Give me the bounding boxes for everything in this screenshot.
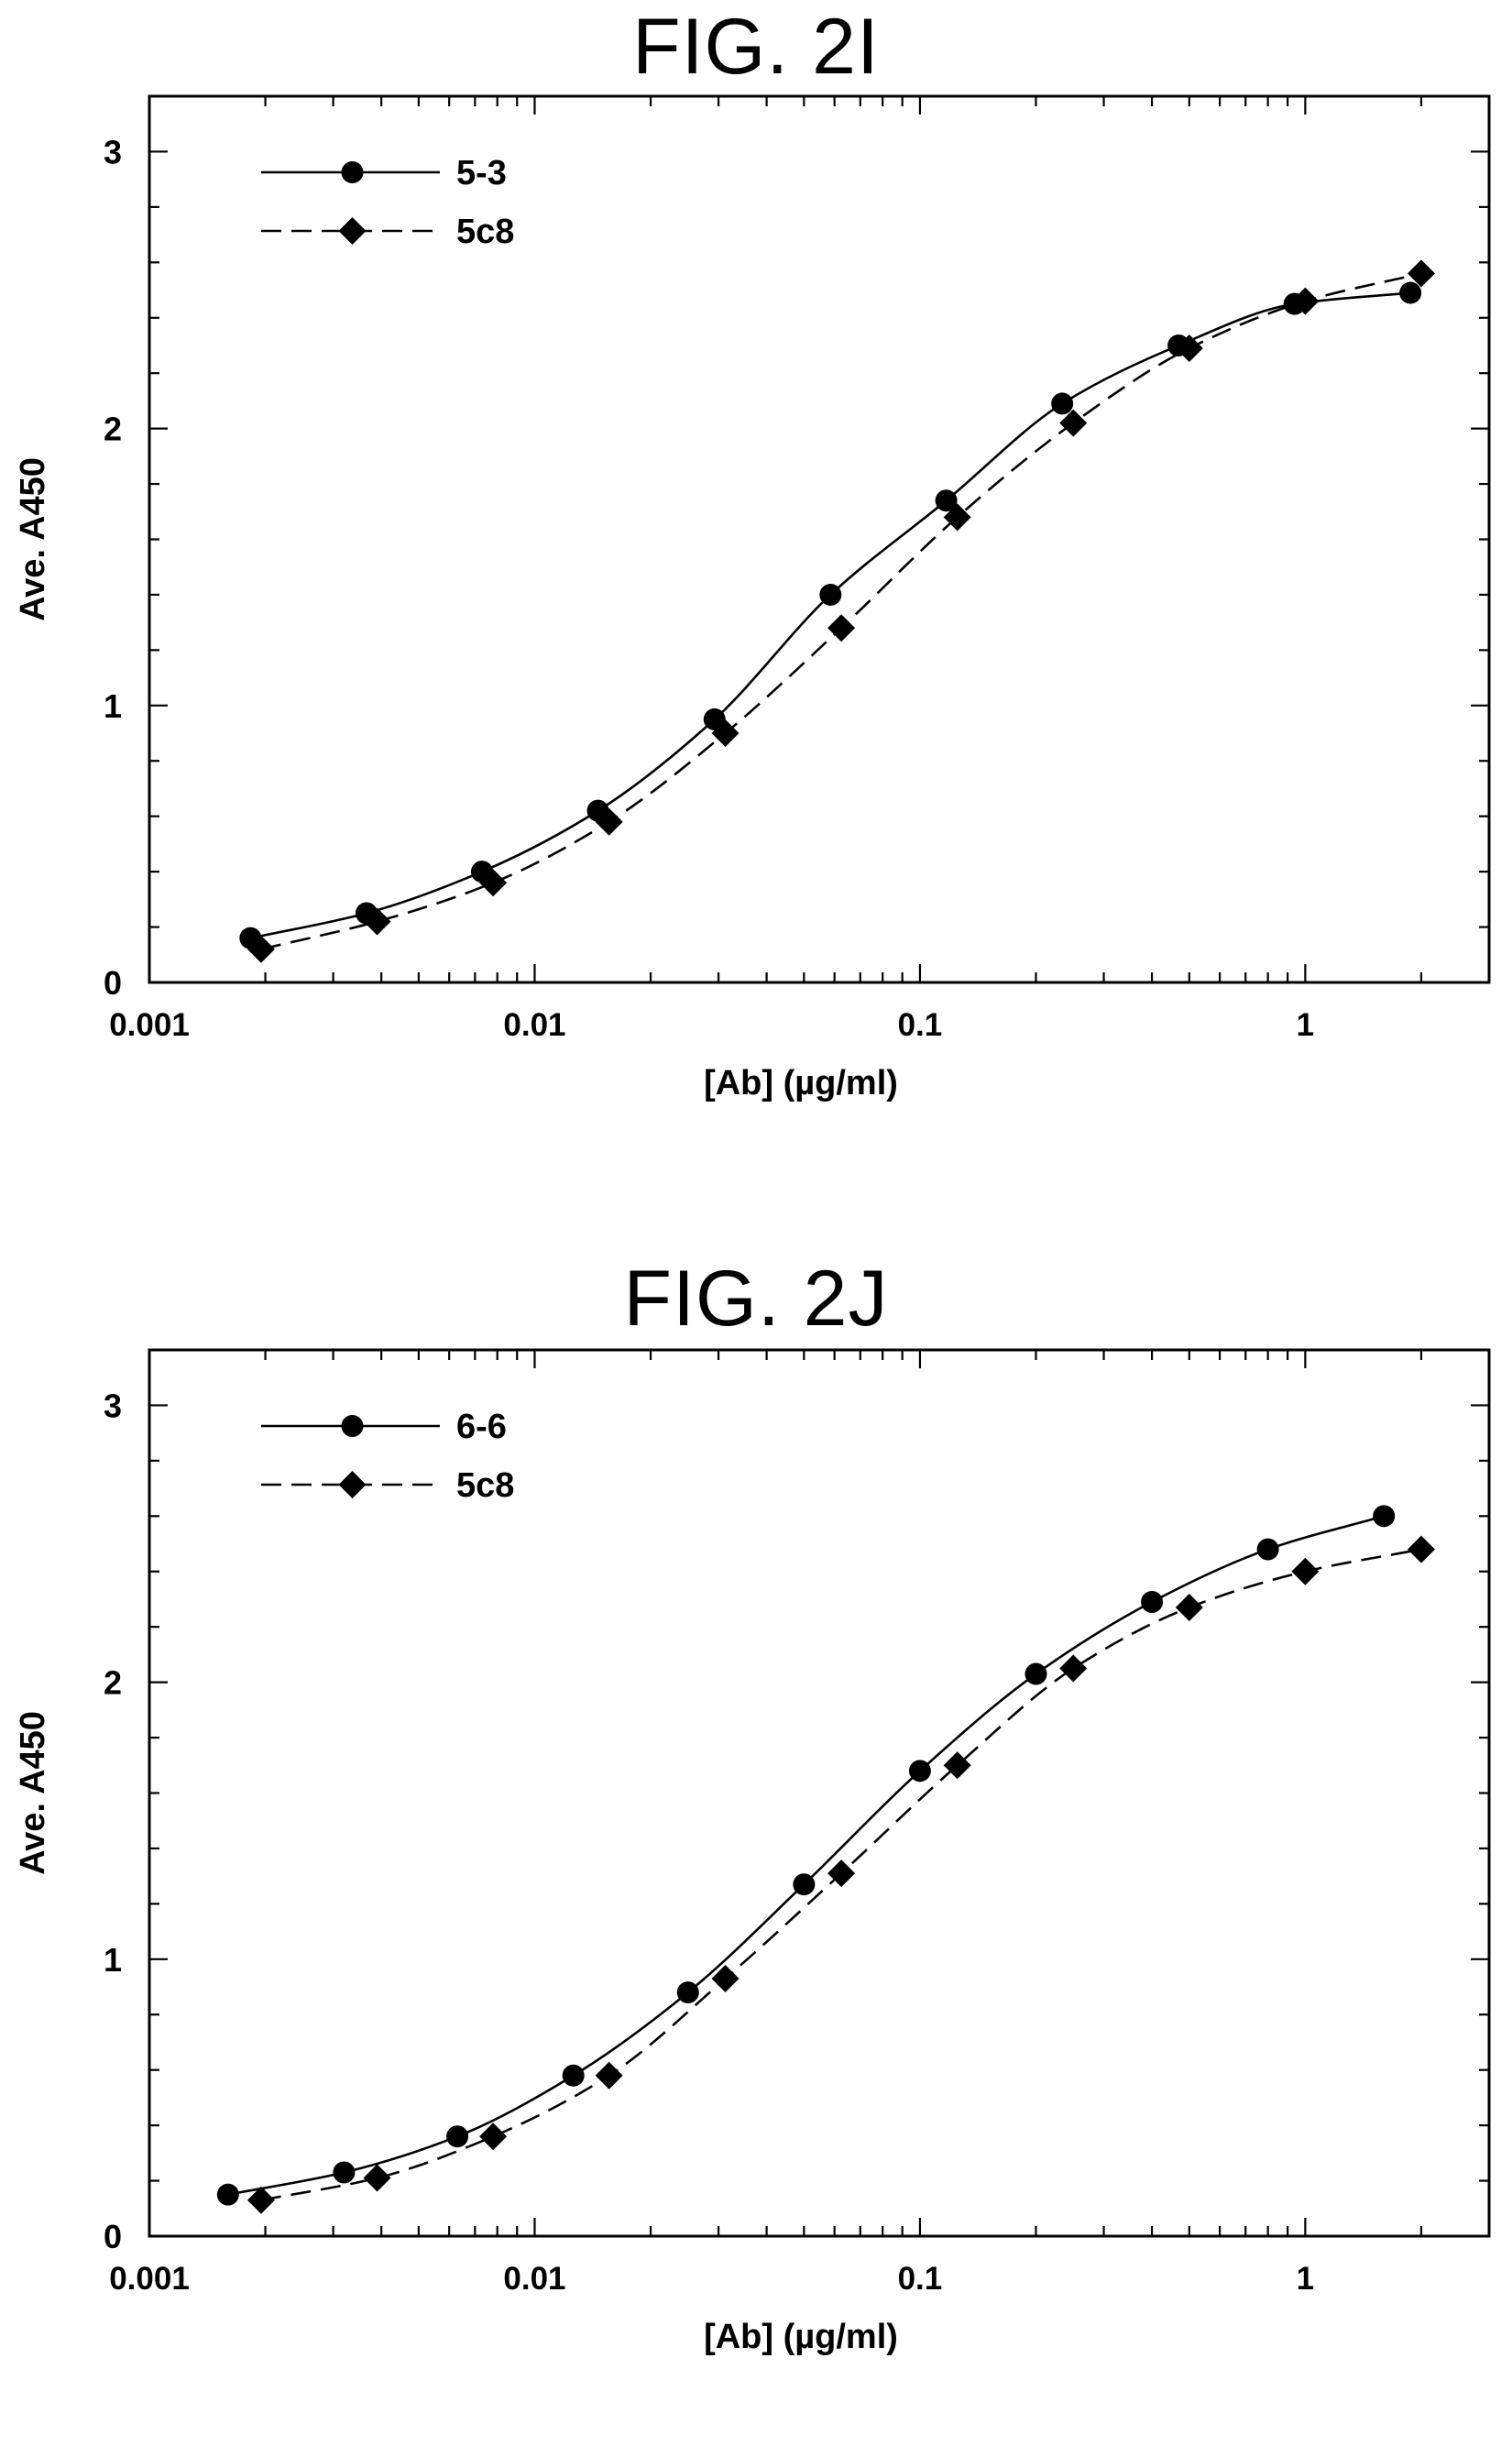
circle-marker xyxy=(1399,281,1422,304)
y-tick-label: 3 xyxy=(104,133,122,170)
legend-label: 6-6 xyxy=(456,1408,507,1446)
diamond-marker xyxy=(363,2164,391,2192)
x-axis-label: [Ab] (µg/ml) xyxy=(704,2318,898,2356)
circle-marker xyxy=(793,1873,816,1896)
chart-2i: 0.001 0.01 0.1 1 0 1 2 3 [Ab] (µg/ml) Ave. A450 5-… xyxy=(14,94,1491,1102)
diamond-marker xyxy=(827,1859,856,1888)
diamond-marker xyxy=(1291,287,1320,315)
circle-marker xyxy=(1024,1662,1047,1685)
diamond-marker xyxy=(943,503,971,532)
series-line-1 xyxy=(260,272,1422,951)
circle-marker xyxy=(333,2161,356,2184)
diamond-marker xyxy=(1175,334,1203,362)
figure-2j: FIG. 2J 0.001 0.01 0.1 1 0 1 2 3 [Ab] (µg/ml) Ave… xyxy=(0,1254,1512,2457)
series-line-0 xyxy=(250,291,1411,939)
diamond-marker xyxy=(1175,1594,1203,1622)
diamond-marker xyxy=(711,1964,740,1992)
circle-marker xyxy=(562,2064,585,2087)
y-tick-label: 0 xyxy=(104,964,122,1002)
y-tick-label: 2 xyxy=(104,1664,122,1702)
diamond-marker xyxy=(827,614,856,642)
diamond-marker xyxy=(479,2122,508,2151)
circle-marker xyxy=(908,1760,931,1782)
y-tick-label: 1 xyxy=(104,1941,122,1979)
circle-marker xyxy=(819,583,842,606)
diamond-marker xyxy=(1407,1535,1435,1563)
diamond-marker xyxy=(479,869,508,897)
diamond-marker xyxy=(1059,409,1088,437)
circle-marker xyxy=(676,1981,699,2004)
y-axis-label: Ave. A450 xyxy=(14,1711,52,1875)
diamond-marker xyxy=(363,907,391,936)
x-tick-label: 0.1 xyxy=(898,2261,943,2297)
legend-label: 5c8 xyxy=(456,1466,514,1505)
x-tick-label: 1 xyxy=(1297,2261,1314,2297)
diamond-marker xyxy=(1059,1654,1088,1683)
circle-marker xyxy=(935,489,958,512)
y-tick-label: 1 xyxy=(104,687,122,725)
circle-marker xyxy=(1051,392,1074,415)
diamond-marker xyxy=(711,719,740,748)
diamond-marker xyxy=(943,1751,971,1780)
x-axis-label: [Ab] (µg/ml) xyxy=(704,1064,898,1102)
x-tick-label: 1 xyxy=(1297,1007,1314,1043)
x-tick-label: 0.001 xyxy=(109,1007,190,1043)
y-axis-label: Ave. A450 xyxy=(14,457,52,621)
y-tick-label: 3 xyxy=(104,1387,122,1424)
x-tick-label: 0.01 xyxy=(503,2261,565,2297)
circle-marker xyxy=(1256,1538,1279,1561)
x-tick-label: 0.01 xyxy=(503,1007,565,1043)
legend-label: 5-3 xyxy=(456,154,507,192)
series-line-0 xyxy=(227,1515,1385,2196)
x-tick-label: 0.001 xyxy=(109,2261,190,2297)
y-tick-label: 2 xyxy=(104,411,122,448)
figure-title: FIG. 2I xyxy=(632,3,880,91)
circle-marker xyxy=(446,2125,469,2148)
legend-marker xyxy=(341,161,364,183)
legend-marker xyxy=(338,217,367,245)
figure-title: FIG. 2J xyxy=(623,1255,889,1343)
y-tick-label: 0 xyxy=(104,2218,122,2255)
legend-marker xyxy=(341,1415,364,1437)
x-tick-label: 0.1 xyxy=(898,1007,943,1043)
diamond-marker xyxy=(1407,259,1435,288)
legend-label: 5c8 xyxy=(456,213,514,251)
diamond-marker xyxy=(247,2186,275,2214)
diamond-marker xyxy=(595,2061,623,2090)
diamond-marker xyxy=(595,807,623,836)
circle-marker xyxy=(1373,1505,1396,1528)
figure-2i: FIG. 2I 0.001 0.01 0.1 1 0 1 2 3 [Ab] (µg/ml) Ave… xyxy=(0,0,1512,1203)
chart-2j: 0.001 0.01 0.1 1 0 1 2 3 [Ab] (µg/ml) Ave. A450 6-… xyxy=(14,1348,1491,2356)
diamond-marker xyxy=(247,935,275,963)
legend-marker xyxy=(338,1471,367,1498)
diamond-marker xyxy=(1291,1557,1320,1585)
circle-marker xyxy=(216,2183,239,2206)
circle-marker xyxy=(1141,1590,1164,1613)
